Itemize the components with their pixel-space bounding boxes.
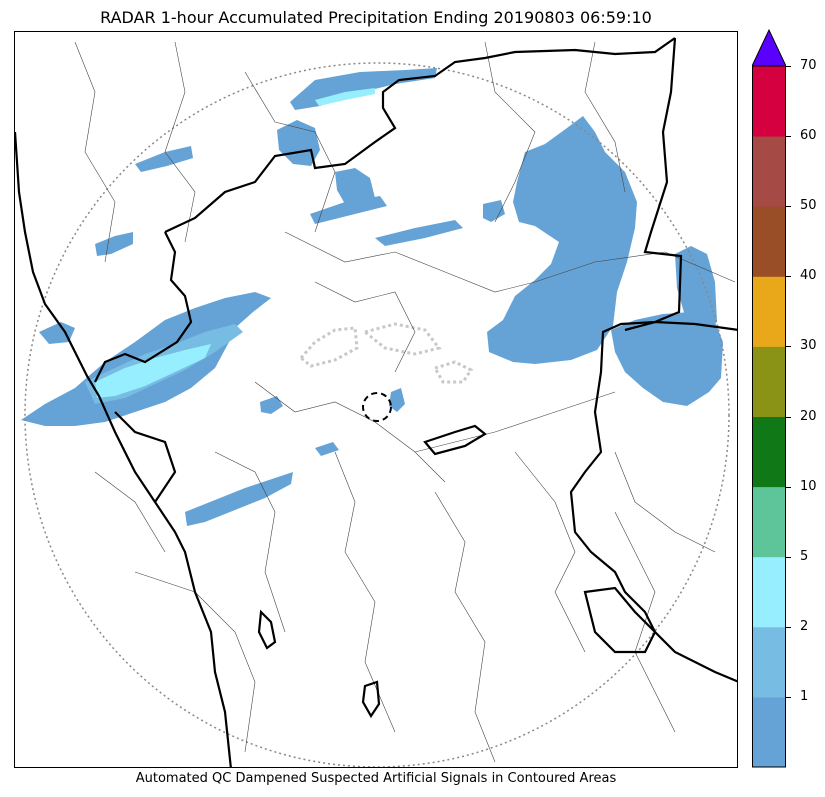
echo-center-spot xyxy=(260,396,283,414)
echo-east-arm xyxy=(675,246,717,330)
colorbar-tick-label: 1 xyxy=(800,688,809,704)
colorbar-bin-8 xyxy=(752,136,786,207)
enclave-south xyxy=(257,609,277,650)
colorbar-bin-6 xyxy=(752,276,786,347)
district-boundaries xyxy=(74,41,736,763)
boundary-west xyxy=(94,231,193,383)
colorbar-tick xyxy=(786,696,791,698)
colorbar-bin-0 xyxy=(752,696,786,768)
qc-contour-right xyxy=(432,360,474,384)
radar-map xyxy=(14,31,738,768)
radar-map-canvas xyxy=(15,37,737,767)
colorbar xyxy=(752,28,786,768)
colorbar-bin-4 xyxy=(752,416,786,488)
colorbar-tick-label: 30 xyxy=(800,338,817,354)
boundary-east-arm xyxy=(624,320,737,332)
echo-southwest-band xyxy=(185,472,293,526)
echo-south-streak xyxy=(315,442,339,456)
colorbar-bin-1 xyxy=(752,626,786,698)
echo-west-small xyxy=(95,232,133,256)
echo-band-north xyxy=(290,68,437,110)
echo-east-large xyxy=(611,312,723,406)
colorbar-tick xyxy=(786,486,791,488)
colorbar-tick-label: 50 xyxy=(800,198,817,214)
colorbar-tick-label: 10 xyxy=(800,478,817,494)
colorbar-tick xyxy=(786,346,791,348)
echo-west-edge xyxy=(39,322,75,344)
colorbar-extend-arrow xyxy=(752,28,786,67)
colorbar-tick xyxy=(786,206,791,208)
colorbar-tick xyxy=(786,66,791,67)
echo-northwest-streak xyxy=(135,146,193,172)
colorbar-tick xyxy=(786,136,791,138)
state-boundaries xyxy=(15,37,737,767)
echo-center-band xyxy=(310,196,387,224)
colorbar-bin-7 xyxy=(752,206,786,277)
map-title: RADAR 1-hour Accumulated Precipitation E… xyxy=(100,8,652,27)
qc-contour-left xyxy=(298,326,359,368)
boundary-southwest xyxy=(114,411,177,503)
colorbar-tick xyxy=(786,416,791,418)
colorbar-tick-label: 60 xyxy=(800,128,817,144)
colorbar-tick-label: 2 xyxy=(800,618,809,634)
colorbar-bin-2 xyxy=(752,556,786,628)
colorbar-tick-label: 5 xyxy=(800,548,809,564)
boundary-southeast xyxy=(583,586,657,654)
echo-center-east-band xyxy=(375,220,463,246)
precipitation-echoes xyxy=(21,68,723,526)
precipitation-cores xyxy=(85,88,375,404)
range-ring xyxy=(24,62,730,767)
colorbar-bins xyxy=(752,66,786,768)
echo-northeast-large xyxy=(487,116,637,364)
radar-site-marker xyxy=(362,392,392,422)
core-west-inner xyxy=(95,344,211,398)
colorbar-tick-label: 70 xyxy=(800,58,817,73)
enclave-center xyxy=(423,424,487,456)
core-north-streak xyxy=(315,88,375,106)
colorbar-tick xyxy=(786,276,791,278)
qc-contours xyxy=(298,322,474,384)
enclave-south-2 xyxy=(361,680,381,719)
boundary-north xyxy=(164,37,676,233)
boundary-east xyxy=(569,37,737,683)
colorbar-tick-label: 20 xyxy=(800,408,817,424)
coastline xyxy=(15,131,232,767)
colorbar-tick-label: 40 xyxy=(800,268,817,284)
map-footer-note: Automated QC Dampened Suspected Artifici… xyxy=(135,771,617,786)
colorbar-bin-9 xyxy=(752,66,786,137)
colorbar-tick xyxy=(786,556,791,558)
colorbar-bin-3 xyxy=(752,486,786,558)
colorbar-tick xyxy=(786,626,791,628)
qc-contour-center xyxy=(361,322,442,356)
colorbar-bin-5 xyxy=(752,346,786,417)
echo-site-east-spot xyxy=(389,388,405,412)
echo-east-small xyxy=(483,200,505,222)
